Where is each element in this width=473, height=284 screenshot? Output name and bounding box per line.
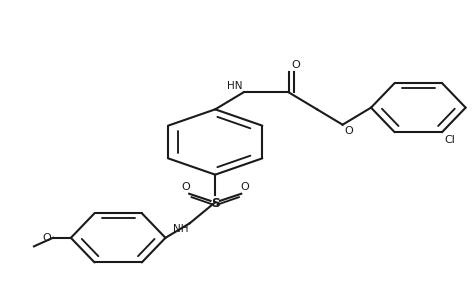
Text: O: O	[181, 182, 190, 192]
Text: O: O	[43, 233, 52, 243]
Text: O: O	[241, 182, 249, 192]
Text: O: O	[291, 60, 300, 70]
Text: Cl: Cl	[444, 135, 455, 145]
Text: O: O	[344, 126, 353, 136]
Text: NH: NH	[173, 224, 188, 234]
Text: S: S	[210, 197, 220, 210]
Text: HN: HN	[227, 82, 243, 91]
